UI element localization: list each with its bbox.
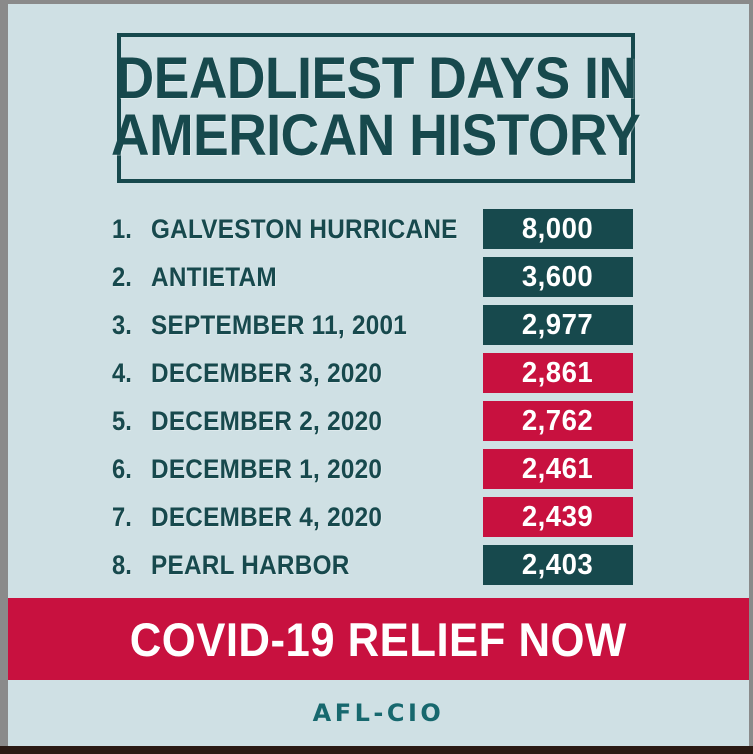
page-title-line-2: AMERICAN HISTORY — [111, 103, 641, 168]
list-item: 3. SEPTEMBER 11, 2001 2,977 — [8, 305, 749, 345]
event-label: PEARL HARBOR — [151, 550, 350, 580]
value-text: 2,762 — [522, 404, 594, 437]
value-bar: 2,977 — [483, 305, 633, 345]
value-bar: 2,403 — [483, 545, 633, 585]
event-label: DECEMBER 3, 2020 — [151, 358, 383, 388]
rank-number: 3. — [112, 310, 132, 340]
list-item: 8. PEARL HARBOR 2,403 — [8, 545, 749, 585]
value-text: 8,000 — [522, 212, 594, 245]
value-bar: 8,000 — [483, 209, 633, 249]
event-label: ANTIETAM — [151, 262, 277, 292]
value-text: 2,977 — [522, 308, 594, 341]
list-item: 1. GALVESTON HURRICANE 8,000 — [8, 209, 749, 249]
event-label: GALVESTON HURRICANE — [151, 214, 458, 244]
value-text: 2,861 — [522, 356, 594, 389]
call-to-action-text: COVID-19 RELIEF NOW — [130, 612, 627, 666]
event-label: SEPTEMBER 11, 2001 — [151, 310, 408, 340]
value-text: 2,439 — [522, 500, 594, 533]
rank-number: 8. — [112, 550, 132, 580]
value-text: 2,461 — [522, 452, 594, 485]
value-bar: 2,762 — [483, 401, 633, 441]
call-to-action-banner: COVID-19 RELIEF NOW — [8, 598, 749, 680]
value-bar: 2,861 — [483, 353, 633, 393]
list-item: 2. ANTIETAM 3,600 — [8, 257, 749, 297]
value-bar: 2,439 — [483, 497, 633, 537]
rank-number: 5. — [112, 406, 132, 436]
footer: AFL-CIO — [8, 680, 749, 746]
value-bar: 2,461 — [483, 449, 633, 489]
title-box: DEADLIEST DAYS IN AMERICAN HISTORY — [111, 33, 641, 183]
list-item: 7. DECEMBER 4, 2020 2,439 — [8, 497, 749, 537]
value-bar: 3,600 — [483, 257, 633, 297]
rank-number: 2. — [112, 262, 132, 292]
list-item: 5. DECEMBER 2, 2020 2,762 — [8, 401, 749, 441]
value-text: 2,403 — [522, 548, 594, 581]
rank-number: 4. — [112, 358, 132, 388]
bottom-edge-strip — [0, 746, 753, 754]
list-item: 6. DECEMBER 1, 2020 2,461 — [8, 449, 749, 489]
rank-number: 6. — [112, 454, 132, 484]
poster-body: DEADLIEST DAYS IN AMERICAN HISTORY 1. GA… — [8, 4, 749, 746]
rank-number: 7. — [112, 502, 132, 532]
event-label: DECEMBER 2, 2020 — [151, 406, 383, 436]
rank-number: 1. — [112, 214, 132, 244]
page-title-line-1: DEADLIEST DAYS IN — [115, 46, 637, 112]
list-item: 4. DECEMBER 3, 2020 2,861 — [8, 353, 749, 393]
organization-logo-text: AFL-CIO — [312, 699, 445, 727]
deadliest-days-list: 1. GALVESTON HURRICANE 8,000 2. ANTIETAM… — [8, 209, 749, 593]
event-label: DECEMBER 4, 2020 — [151, 502, 383, 532]
value-text: 3,600 — [522, 260, 594, 293]
event-label: DECEMBER 1, 2020 — [151, 454, 383, 484]
